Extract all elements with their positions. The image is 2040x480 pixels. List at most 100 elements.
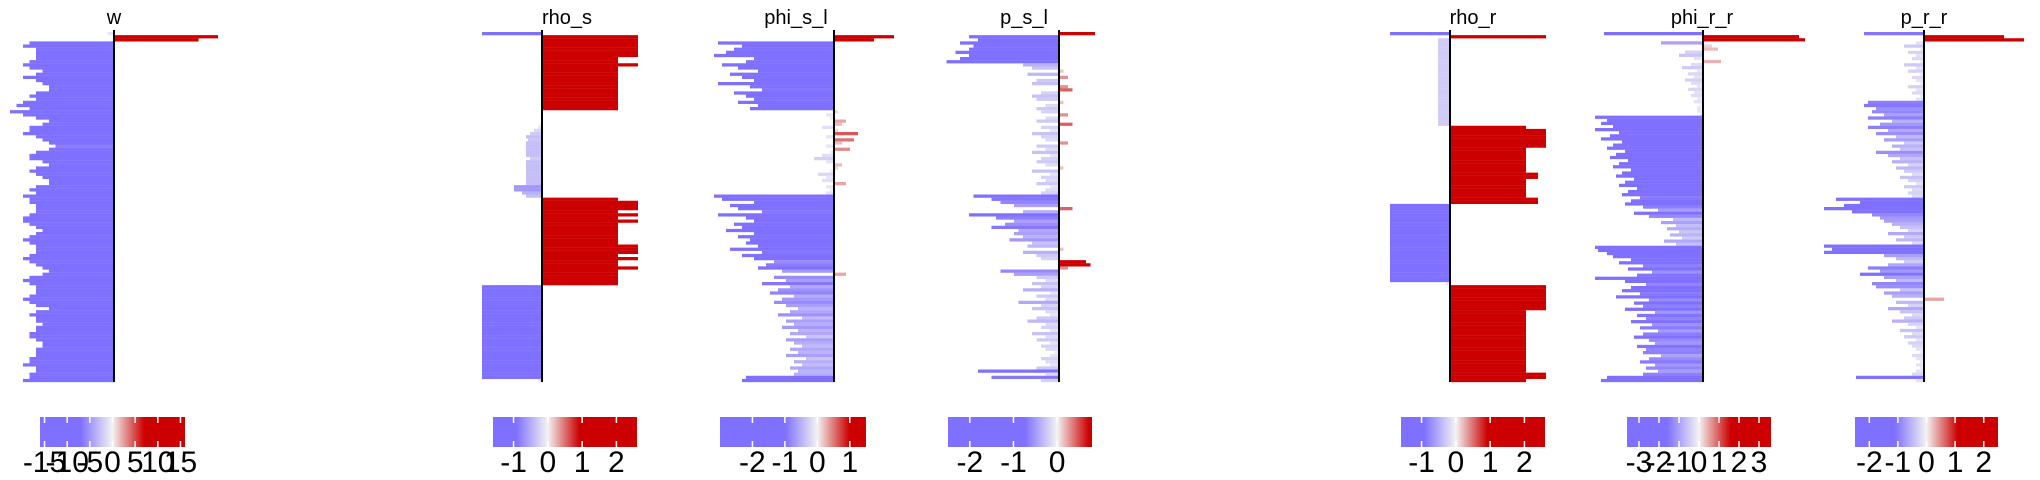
bar (542, 272, 618, 276)
bar (542, 244, 638, 248)
bar (1646, 347, 1703, 352)
bar (1868, 116, 1924, 120)
bar (1059, 85, 1068, 89)
bar (1041, 257, 1059, 261)
colorbar-gradient (1401, 417, 1545, 447)
bar (1682, 66, 1703, 70)
bar (1619, 261, 1703, 265)
bar (1059, 260, 1086, 264)
bar (1450, 125, 1526, 130)
bar (49, 85, 114, 89)
bar (1685, 78, 1703, 82)
panel-rho-s: rho_s -1 0 1 2 (482, 7, 638, 479)
bar (834, 141, 842, 145)
bar (1450, 144, 1546, 148)
bar (1036, 160, 1059, 164)
bar (1916, 369, 1924, 373)
bar (1860, 200, 1924, 205)
bar (542, 263, 618, 267)
bar (1450, 163, 1526, 167)
bar (750, 107, 834, 111)
colorbar-tick-label: 1 (1482, 446, 1499, 479)
bar (1884, 219, 1924, 223)
bar (1832, 247, 1924, 251)
colorbar-tick-label: -1 (1408, 446, 1435, 479)
bar (1023, 288, 1059, 292)
colorbar-tick-label: -1 (1000, 446, 1027, 479)
bar (482, 294, 542, 298)
bar (29, 282, 114, 286)
bar (1041, 303, 1059, 308)
bar (1888, 232, 1924, 236)
bar (1014, 272, 1059, 276)
bar (1450, 332, 1526, 336)
bar (834, 35, 894, 39)
bar (36, 328, 114, 333)
bar (1598, 248, 1703, 253)
bar (1050, 328, 1059, 333)
bar (969, 53, 1059, 58)
bar (1664, 239, 1703, 243)
bar (1450, 197, 1538, 201)
bar (36, 316, 114, 320)
bar (1450, 297, 1546, 301)
bar (542, 63, 638, 67)
bar (1450, 138, 1546, 142)
colorbar-tick-label: 2 (1975, 446, 1992, 479)
bar (42, 160, 114, 164)
bar (1045, 147, 1059, 151)
bar (36, 247, 114, 251)
colorbar: -2 -1 0 1 2 (1855, 417, 1998, 479)
bar (1032, 82, 1059, 86)
bar (1616, 174, 1703, 178)
bar (482, 360, 542, 364)
colorbar-tick-label: -3 (1626, 446, 1653, 479)
bar (1896, 166, 1924, 170)
bar (1631, 168, 1703, 172)
bar (1450, 291, 1546, 295)
bar (36, 57, 114, 61)
bar (1390, 219, 1450, 223)
colorbar-tick-label: -2 (1856, 446, 1883, 479)
bar (1625, 279, 1703, 284)
bar (834, 110, 838, 114)
bar (36, 353, 114, 358)
bar (36, 172, 114, 176)
bar (1450, 160, 1526, 164)
bar (1390, 238, 1450, 242)
bar (1045, 138, 1059, 142)
bar (790, 310, 834, 314)
bar (1916, 357, 1924, 361)
bar (1390, 278, 1450, 283)
bar (1390, 222, 1450, 226)
bar (774, 300, 834, 305)
bar (526, 175, 542, 180)
bar (1697, 69, 1703, 73)
bar (1601, 137, 1703, 141)
bar (36, 210, 114, 214)
bar (1908, 341, 1924, 345)
panel-title: p_s_l (1000, 7, 1048, 29)
bar (1622, 193, 1703, 197)
bar (758, 266, 834, 270)
bar (1703, 44, 1712, 48)
bar (1912, 75, 1924, 80)
bar (1916, 66, 1924, 70)
bar (1450, 316, 1526, 320)
bar (36, 369, 114, 373)
bar (1450, 200, 1538, 205)
bar (754, 78, 834, 83)
bar (1694, 90, 1703, 95)
bar (36, 338, 114, 342)
bar (1628, 189, 1703, 194)
bar (1450, 328, 1526, 333)
bar (482, 369, 542, 373)
bar (806, 335, 834, 339)
bar (1912, 372, 1924, 376)
bar (722, 63, 834, 67)
bar (1916, 338, 1924, 342)
bar (542, 103, 618, 108)
bar (766, 263, 834, 267)
bar (29, 157, 114, 161)
colorbar-tick-label: 5 (127, 446, 144, 479)
